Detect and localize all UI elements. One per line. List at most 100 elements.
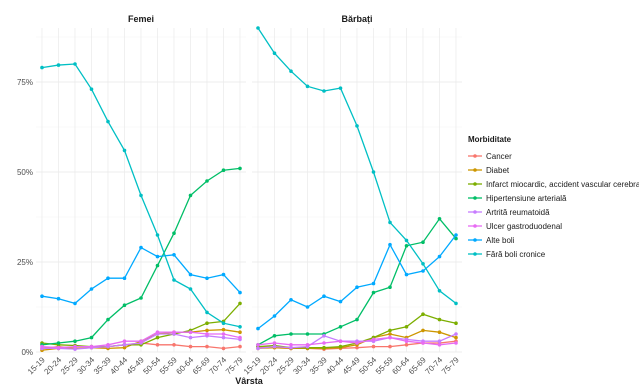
series-ulcer-gastroduodenal — [40, 330, 242, 350]
x-axis-title: Vârsta — [235, 376, 264, 386]
data-point — [371, 344, 376, 349]
legend-label: Artrită reumatoidă — [486, 208, 550, 217]
legend-item: Alte boli — [468, 236, 515, 245]
data-point — [437, 339, 442, 344]
legend-item: Artrită reumatoidă — [468, 208, 550, 217]
legend-key-point — [473, 252, 477, 256]
x-tick-label: 25-29 — [275, 355, 296, 376]
x-tick-label: 65-69 — [191, 355, 212, 376]
data-point — [205, 276, 209, 281]
data-point — [272, 341, 277, 345]
data-point — [172, 231, 176, 235]
data-point — [73, 339, 77, 344]
legend-key-point — [473, 154, 477, 158]
data-point — [305, 305, 310, 309]
data-point — [421, 262, 425, 266]
data-point — [221, 332, 226, 336]
data-point — [56, 63, 61, 67]
data-point — [221, 335, 226, 340]
data-point — [454, 301, 458, 306]
data-point — [40, 65, 44, 70]
legend-item: Infarct miocardic, accident vascular cer… — [468, 180, 639, 189]
data-point — [56, 341, 61, 345]
data-point — [122, 303, 127, 308]
data-point — [305, 84, 310, 89]
data-point — [172, 278, 176, 282]
data-point — [404, 325, 409, 329]
x-tick-label: 70-74 — [423, 355, 444, 376]
data-point — [205, 344, 209, 349]
data-point — [238, 330, 242, 335]
data-point — [89, 335, 94, 340]
data-point — [221, 168, 226, 172]
data-point — [355, 317, 359, 322]
x-tick-label: 15-19 — [26, 355, 47, 376]
data-point — [205, 179, 209, 183]
data-point — [122, 343, 127, 347]
data-point — [73, 344, 77, 349]
data-point — [221, 272, 226, 277]
y-tick-label: 75% — [17, 78, 33, 87]
legend-label: Infarct miocardic, accident vascular cer… — [486, 180, 639, 189]
panel-femei: Femei 15-1920-2425-2930-3435-3940-4445-49… — [26, 14, 246, 376]
data-point — [73, 62, 77, 66]
data-point — [89, 87, 94, 91]
data-point — [73, 301, 77, 306]
data-point — [388, 335, 392, 340]
data-point — [421, 312, 425, 317]
data-point — [388, 285, 392, 290]
x-tick-label: 60-64 — [390, 355, 411, 376]
data-point — [155, 233, 160, 237]
data-point — [221, 346, 226, 351]
data-point — [289, 298, 293, 302]
x-tick-label: 60-64 — [174, 355, 195, 376]
data-point — [188, 335, 193, 340]
data-point — [322, 341, 326, 345]
data-point — [371, 281, 376, 286]
data-point — [205, 321, 209, 326]
legend-label: Alte boli — [486, 236, 515, 245]
data-point — [338, 344, 343, 349]
legend-label: Cancer — [486, 152, 512, 161]
data-point — [122, 339, 127, 344]
data-point — [238, 290, 242, 295]
data-point — [289, 343, 293, 347]
data-point — [338, 86, 343, 90]
legend-label: Fără boli cronice — [486, 250, 546, 259]
legend-item: Ulcer gastroduodenal — [468, 222, 562, 231]
data-point — [172, 253, 176, 257]
x-tick-label: 35-39 — [92, 355, 113, 376]
x-tick-label: 75-79 — [440, 355, 461, 376]
data-point — [139, 245, 143, 250]
data-point — [205, 328, 209, 333]
legend: Morbiditate Cancer Diabet Infarct miocardic… — [468, 135, 639, 259]
data-point — [205, 332, 209, 336]
data-point — [371, 290, 376, 295]
data-point — [188, 287, 193, 291]
data-point — [338, 299, 343, 304]
data-point — [421, 240, 425, 244]
legend-label: Diabet — [486, 166, 510, 175]
data-point — [272, 314, 277, 318]
data-point — [155, 343, 160, 347]
panel-barbati: Bărbați 15-1920-2425-2930-3435-3940-4445-… — [242, 14, 462, 376]
data-point — [221, 321, 226, 326]
data-point — [73, 347, 77, 351]
legend-item: Cancer — [468, 152, 512, 161]
data-point — [437, 254, 442, 259]
data-point — [172, 330, 176, 335]
legend-key-point — [473, 196, 477, 200]
data-point — [388, 332, 392, 336]
data-point — [106, 343, 110, 347]
x-tick-label: 35-39 — [308, 355, 329, 376]
data-point — [122, 148, 127, 153]
data-point — [56, 296, 61, 301]
data-point — [338, 339, 343, 344]
series-f-r-boli-cronice — [256, 26, 458, 306]
data-point — [371, 170, 376, 174]
data-point — [221, 327, 226, 332]
data-point — [454, 236, 458, 241]
data-point — [155, 263, 160, 268]
data-point — [371, 337, 376, 342]
x-tick-label: 25-29 — [59, 355, 80, 376]
